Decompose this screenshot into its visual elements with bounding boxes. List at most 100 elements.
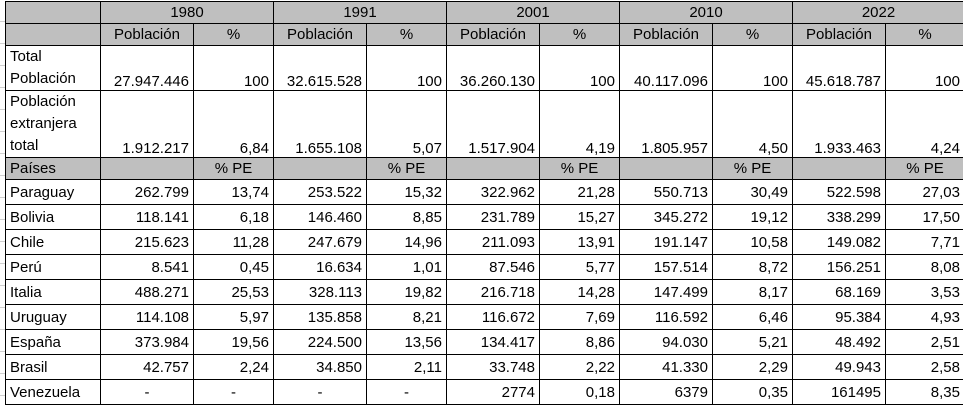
empty-cell	[446, 157, 540, 180]
column-header-poblacion: Población	[446, 23, 540, 46]
column-header-poblacion: Población	[792, 23, 886, 46]
row-label-line: Total	[10, 48, 42, 65]
row-label: Italia	[5, 279, 101, 305]
table-cell: 8,21	[366, 304, 447, 330]
table-cell: 4,93	[885, 304, 963, 330]
table-row-uruguay: Uruguay 114.108 5,97 135.858 8,21 116.67…	[5, 304, 963, 330]
table-cell: 42.757	[100, 354, 194, 380]
table-cell: 45.618.787	[792, 45, 886, 91]
year-header-row: 1980 1991 2001 2010 2022	[5, 1, 963, 24]
table-row-paraguay: Paraguay 262.799 13,74 253.522 15,32 322…	[5, 179, 963, 205]
table-cell: 147.499	[619, 279, 713, 305]
table-cell: 13,74	[193, 179, 274, 205]
table-cell: 328.113	[273, 279, 367, 305]
table-cell: 149.082	[792, 229, 886, 255]
table-cell: 1.933.463	[792, 90, 886, 158]
table-cell: 2,22	[539, 354, 620, 380]
year-header: 2010	[619, 1, 793, 24]
table-cell: 191.147	[619, 229, 713, 255]
column-header-poblacion: Población	[100, 23, 194, 46]
column-header-poblacion: Población	[273, 23, 367, 46]
row-gutter	[0, 0, 5, 411]
table-cell: 33.748	[446, 354, 540, 380]
table-cell: 16.634	[273, 254, 367, 280]
table-cell: 0,35	[712, 379, 793, 405]
column-header-poblacion: Población	[619, 23, 713, 46]
table-cell: 8,85	[366, 204, 447, 230]
table-cell: 231.789	[446, 204, 540, 230]
table-cell: 5,07	[366, 90, 447, 158]
foreign-population-row: Población extranjera total 1.912.217 6,8…	[5, 90, 963, 158]
table-cell: 15,32	[366, 179, 447, 205]
table-cell: 17,50	[885, 204, 963, 230]
column-header-pct-pe: % PE	[539, 157, 620, 180]
table-cell: 8,86	[539, 329, 620, 355]
table-cell: 2,58	[885, 354, 963, 380]
table-cell: 345.272	[619, 204, 713, 230]
row-label: Brasil	[5, 354, 101, 380]
table-cell: 8,17	[712, 279, 793, 305]
table-cell: 14,96	[366, 229, 447, 255]
table-cell: 116.592	[619, 304, 713, 330]
table-cell: 146.460	[273, 204, 367, 230]
table-cell: 48.492	[792, 329, 886, 355]
table-row-brasil: Brasil 42.757 2,24 34.850 2,11 33.748 2,…	[5, 354, 963, 380]
row-label-line: Población	[10, 70, 76, 87]
table-cell: 8,35	[885, 379, 963, 405]
row-label: Venezuela	[5, 379, 101, 405]
table-cell: 4,24	[885, 90, 963, 158]
column-header-pct: %	[885, 23, 963, 46]
column-header-pct-pe: % PE	[712, 157, 793, 180]
table-cell: 7,69	[539, 304, 620, 330]
table-cell: 68.169	[792, 279, 886, 305]
table-cell: 10,58	[712, 229, 793, 255]
row-label-total-poblacion: Total Población	[5, 45, 101, 91]
table-cell: 36.260.130	[446, 45, 540, 91]
table-cell: 5,97	[193, 304, 274, 330]
paises-header: Países	[5, 157, 101, 180]
row-label-poblacion-extranjera-total: Población extranjera total	[5, 90, 101, 158]
table-cell: 8.541	[100, 254, 194, 280]
table-cell: 1.912.217	[100, 90, 194, 158]
table-cell: 25,53	[193, 279, 274, 305]
empty-cell	[792, 157, 886, 180]
empty-cell	[100, 157, 194, 180]
table-cell: 19,56	[193, 329, 274, 355]
year-header: 2001	[446, 1, 620, 24]
empty-cell	[273, 157, 367, 180]
table-cell: 11,28	[193, 229, 274, 255]
column-header-pct-pe: % PE	[193, 157, 274, 180]
table-cell: 32.615.528	[273, 45, 367, 91]
table-cell: 338.299	[792, 204, 886, 230]
column-header-pct: %	[193, 23, 274, 46]
table-cell: -	[366, 379, 447, 405]
table-cell: 4,50	[712, 90, 793, 158]
table-cell: 6379	[619, 379, 713, 405]
table-cell: -	[100, 379, 194, 405]
corner-cell	[5, 1, 101, 24]
countries-header-row: Países % PE % PE % PE % PE % PE	[5, 157, 963, 180]
table-cell: 488.271	[100, 279, 194, 305]
table-cell: -	[193, 379, 274, 405]
table-cell: 161495	[792, 379, 886, 405]
table-cell: 135.858	[273, 304, 367, 330]
table-cell: 41.330	[619, 354, 713, 380]
table-cell: 247.679	[273, 229, 367, 255]
year-header: 1980	[100, 1, 274, 24]
table-cell: 224.500	[273, 329, 367, 355]
table-cell: 100	[885, 45, 963, 91]
table-cell: 1.517.904	[446, 90, 540, 158]
table-row-italia: Italia 488.271 25,53 328.113 19,82 216.7…	[5, 279, 963, 305]
population-census-table: 1980 1991 2001 2010 2022 Población % Pob…	[5, 1, 963, 405]
year-header: 1991	[273, 1, 447, 24]
table-cell: 13,56	[366, 329, 447, 355]
table-cell: 8,72	[712, 254, 793, 280]
row-label: Paraguay	[5, 179, 101, 205]
table-cell: 40.117.096	[619, 45, 713, 91]
table-cell: 95.384	[792, 304, 886, 330]
table-cell: 87.546	[446, 254, 540, 280]
column-header-pct: %	[539, 23, 620, 46]
table-cell: 216.718	[446, 279, 540, 305]
column-header-pct: %	[712, 23, 793, 46]
